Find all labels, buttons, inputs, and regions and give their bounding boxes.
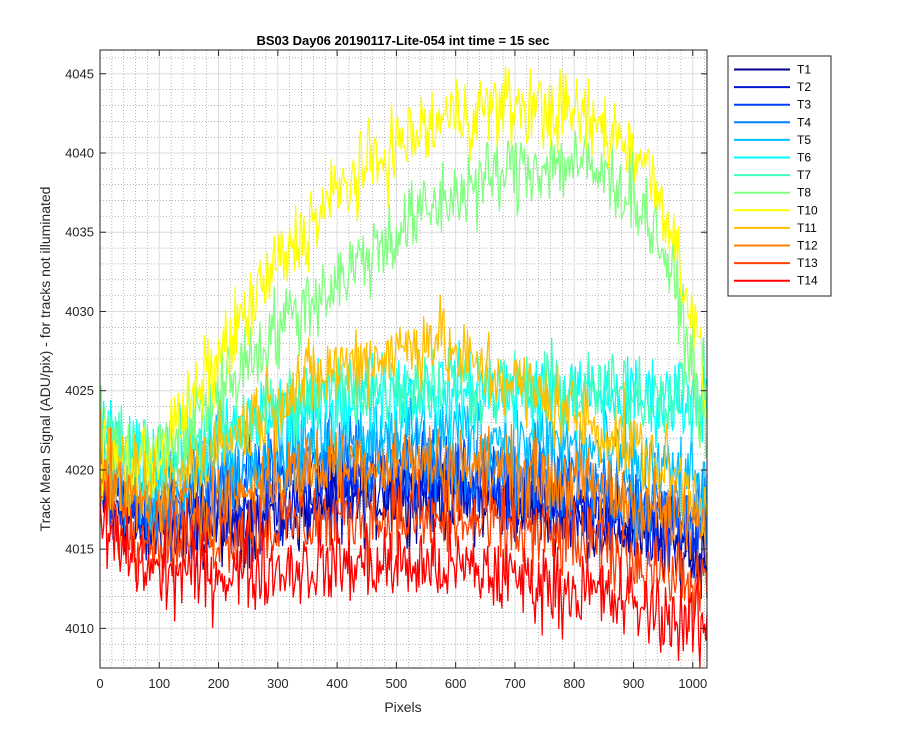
chart-title: BS03 Day06 20190117-Lite-054 int time = … — [256, 33, 549, 48]
legend-label-t13: T13 — [797, 256, 818, 270]
legend-label-t11: T11 — [797, 221, 817, 235]
y-tick-label: 4025 — [65, 383, 94, 398]
x-tick-label: 600 — [445, 676, 467, 691]
x-tick-label: 0 — [96, 676, 103, 691]
series-line-t12 — [99, 419, 708, 567]
legend-label-t8: T8 — [797, 186, 811, 200]
series-line-t2 — [99, 439, 708, 588]
plot-frame — [99, 49, 708, 669]
series-line-t10 — [99, 65, 708, 501]
series-line-t11 — [99, 294, 708, 537]
x-tick-labels: 0 100 200 300 400 500 600 700 800 900 1000 — [96, 676, 707, 691]
y-tick-label: 4045 — [65, 66, 94, 81]
y-tick-label: 4030 — [65, 304, 94, 319]
x-axis-label: Pixels — [384, 699, 421, 715]
legend-label-t3: T3 — [797, 98, 811, 112]
x-tick-label: 500 — [386, 676, 408, 691]
x-tick-label: 800 — [563, 676, 585, 691]
x-tick-label: 400 — [326, 676, 348, 691]
x-tick-label: 300 — [267, 676, 289, 691]
legend-label-t1: T1 — [797, 63, 811, 77]
legend-label-t10: T10 — [797, 203, 818, 217]
legend-label-t2: T2 — [797, 80, 811, 94]
legend: T1 T2 T3 T4 T5 T6 T7 T8 T10 T11 T12 T13 T14 — [727, 55, 832, 297]
legend-label-t4: T4 — [797, 115, 811, 129]
legend-label-t5: T5 — [797, 133, 811, 147]
x-tick-label: 100 — [148, 676, 170, 691]
legend-label-t6: T6 — [797, 151, 811, 165]
legend-label-t12: T12 — [797, 239, 818, 253]
y-tick-label: 4010 — [65, 621, 94, 636]
y-tick-label: 4035 — [65, 225, 94, 240]
y-tick-label: 4020 — [65, 462, 94, 477]
y-tick-labels: 4010 4015 4020 4025 4030 4035 4040 4045 — [65, 66, 94, 636]
y-tick-label: 4015 — [65, 542, 94, 557]
x-tick-label: 900 — [623, 676, 645, 691]
legend-label-t7: T7 — [797, 168, 811, 182]
x-tick-label: 200 — [208, 676, 230, 691]
series-layer — [99, 65, 708, 668]
x-tick-label: 700 — [504, 676, 526, 691]
series-line-t7 — [99, 337, 708, 491]
legend-label-t14: T14 — [797, 274, 818, 288]
y-tick-label: 4040 — [65, 146, 94, 161]
y-axis-label: Track Mean Signal (ADU/pix) - for tracks… — [37, 187, 53, 532]
x-tick-label: 1000 — [678, 676, 707, 691]
series-line-t14 — [99, 496, 708, 668]
axis-ticks — [99, 50, 707, 668]
